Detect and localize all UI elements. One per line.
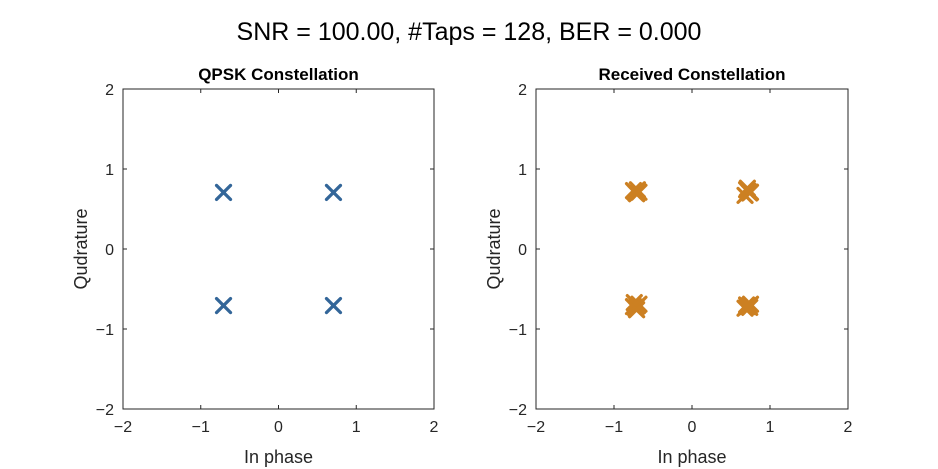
qpsk-x-tick-label: −1 (192, 419, 210, 436)
qpsk-y-tick-label: 2 (105, 82, 114, 99)
qpsk-constellation-panel: QPSK Constellation −2 −1 0 1 2 −2 −1 0 1 2 In phase… (71, 65, 439, 467)
received-x-tick-label: −2 (527, 419, 545, 436)
received-x-tick-label: 0 (688, 419, 697, 436)
qpsk-x-axis-label: In phase (244, 447, 313, 467)
qpsk-y-tick-label: 1 (105, 162, 114, 179)
received-data-point (738, 298, 756, 316)
received-y-tick-label: −2 (509, 402, 527, 419)
qpsk-x-tick-label: 1 (352, 419, 361, 436)
received-x-tick-label: 1 (766, 419, 775, 436)
received-y-tick-label: 2 (518, 82, 527, 99)
qpsk-y-tick-label: 0 (105, 242, 114, 259)
qpsk-y-tick-label: −2 (96, 402, 114, 419)
figure-suptitle: SNR = 100.00, #Taps = 128, BER = 0.000 (237, 18, 702, 46)
received-constellation-panel: Received Constellation −2 −1 0 1 2 −2 −1 0 1 2 In p… (484, 65, 853, 467)
received-data-point (628, 301, 646, 319)
qpsk-data-point (324, 296, 343, 315)
qpsk-x-tick-label: 2 (430, 419, 439, 436)
received-x-axis-label: In phase (657, 447, 726, 467)
qpsk-data-point (324, 183, 343, 202)
qpsk-x-tick-label: −2 (114, 419, 132, 436)
received-chart-title: Received Constellation (598, 65, 785, 84)
qpsk-y-tick-label: −1 (96, 322, 114, 339)
received-x-tick-label: −1 (605, 419, 623, 436)
qpsk-y-axis-label: Qudrature (71, 208, 91, 289)
qpsk-x-tick-label: 0 (274, 419, 283, 436)
received-x-tick-label: 2 (844, 419, 853, 436)
received-y-tick-label: 0 (518, 242, 527, 259)
received-y-axis-label: Qudrature (484, 208, 504, 289)
qpsk-data-point (214, 296, 233, 315)
qpsk-chart-title: QPSK Constellation (198, 65, 359, 84)
received-data-point (738, 179, 756, 197)
received-y-tick-label: 1 (518, 162, 527, 179)
received-y-tick-label: −1 (509, 322, 527, 339)
received-data-point (628, 185, 646, 203)
qpsk-data-point (214, 183, 233, 202)
